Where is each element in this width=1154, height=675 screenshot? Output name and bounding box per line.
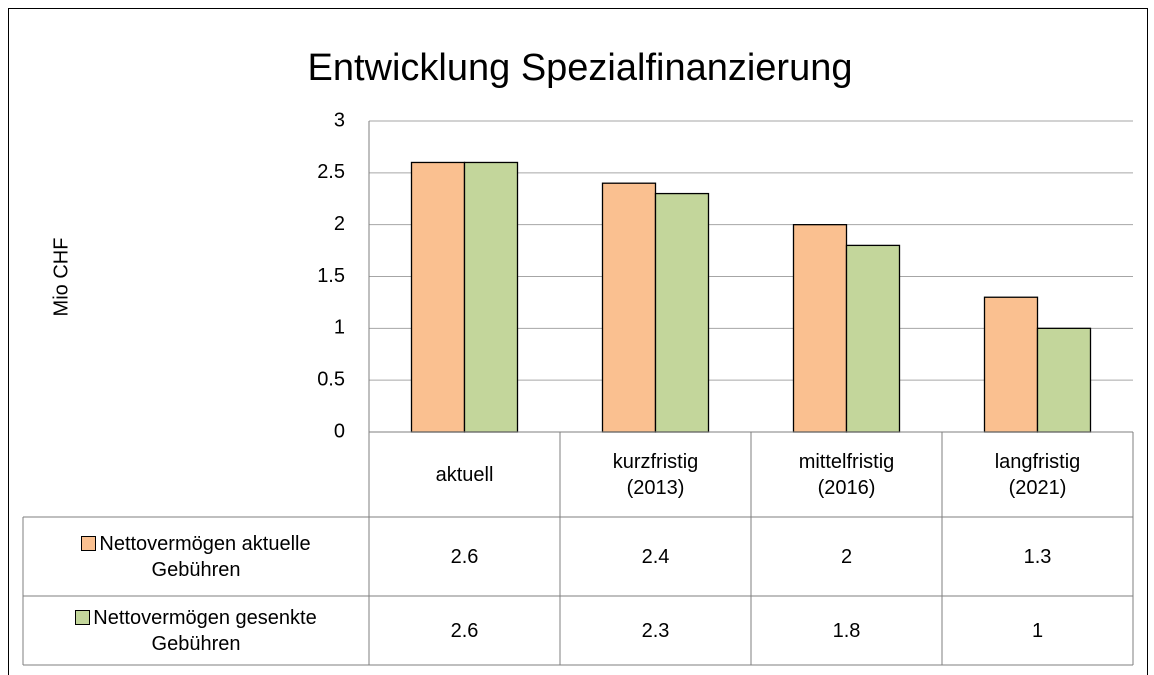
table-value: 2.4 [560, 517, 751, 596]
category-label-text: langfristig (2021) [994, 450, 1081, 499]
bar [792, 224, 848, 433]
table-value: 1.3 [942, 517, 1133, 596]
bar [654, 192, 710, 433]
table-value-text: 2.6 [450, 545, 479, 568]
bar [463, 161, 519, 433]
bar [845, 244, 901, 433]
chart-title: Entwicklung Spezialfinanzierung [308, 47, 853, 89]
chart-border [8, 8, 1148, 675]
y-tick-label: 1 [334, 317, 345, 339]
category-label: kurzfristig (2013) [560, 432, 751, 517]
category-label-text: aktuell [435, 463, 494, 486]
table-value: 2.6 [369, 517, 560, 596]
table-value-text: 2.4 [641, 545, 670, 568]
category-label: langfristig (2021) [942, 432, 1133, 517]
y-tick-label: 2 [334, 213, 345, 235]
legend-label: Nettovermögen aktuelle Gebühren [23, 517, 369, 596]
category-label: aktuell [369, 432, 560, 517]
y-tick-label: 0 [334, 420, 345, 442]
legend-label-text: Nettovermögen aktuelle Gebühren [99, 532, 311, 581]
table-value-text: 2.6 [450, 619, 479, 642]
table-value-text: 2.3 [641, 619, 670, 642]
category-label-text: mittelfristig (2016) [798, 450, 895, 499]
y-tick-label: 0.5 [317, 368, 345, 390]
bar [601, 182, 657, 433]
table-value-text: 2 [840, 545, 853, 568]
table-value: 2 [751, 517, 942, 596]
table-value: 2.6 [369, 596, 560, 665]
table-value: 2.3 [560, 596, 751, 665]
table-value-text: 1 [1031, 619, 1044, 642]
category-label-text: kurzfristig (2013) [612, 450, 699, 499]
table-value: 1.8 [751, 596, 942, 665]
category-label: mittelfristig (2016) [751, 432, 942, 517]
y-tick-label: 1.5 [317, 265, 345, 287]
table-value: 1 [942, 596, 1133, 665]
y-axis-label: Mio CHF [50, 238, 72, 317]
y-tick-label: 2.5 [317, 161, 345, 183]
bar [1036, 327, 1092, 433]
bar [410, 161, 466, 433]
legend-label: Nettovermögen gesenkte Gebühren [23, 596, 369, 665]
legend-label-text: Nettovermögen gesenkte Gebühren [93, 606, 317, 655]
legend-swatch [75, 609, 91, 625]
y-tick-label: 3 [334, 109, 345, 131]
bar [983, 296, 1039, 433]
table-value-text: 1.8 [832, 619, 861, 642]
table-value-text: 1.3 [1023, 545, 1052, 568]
legend-swatch [81, 535, 97, 551]
